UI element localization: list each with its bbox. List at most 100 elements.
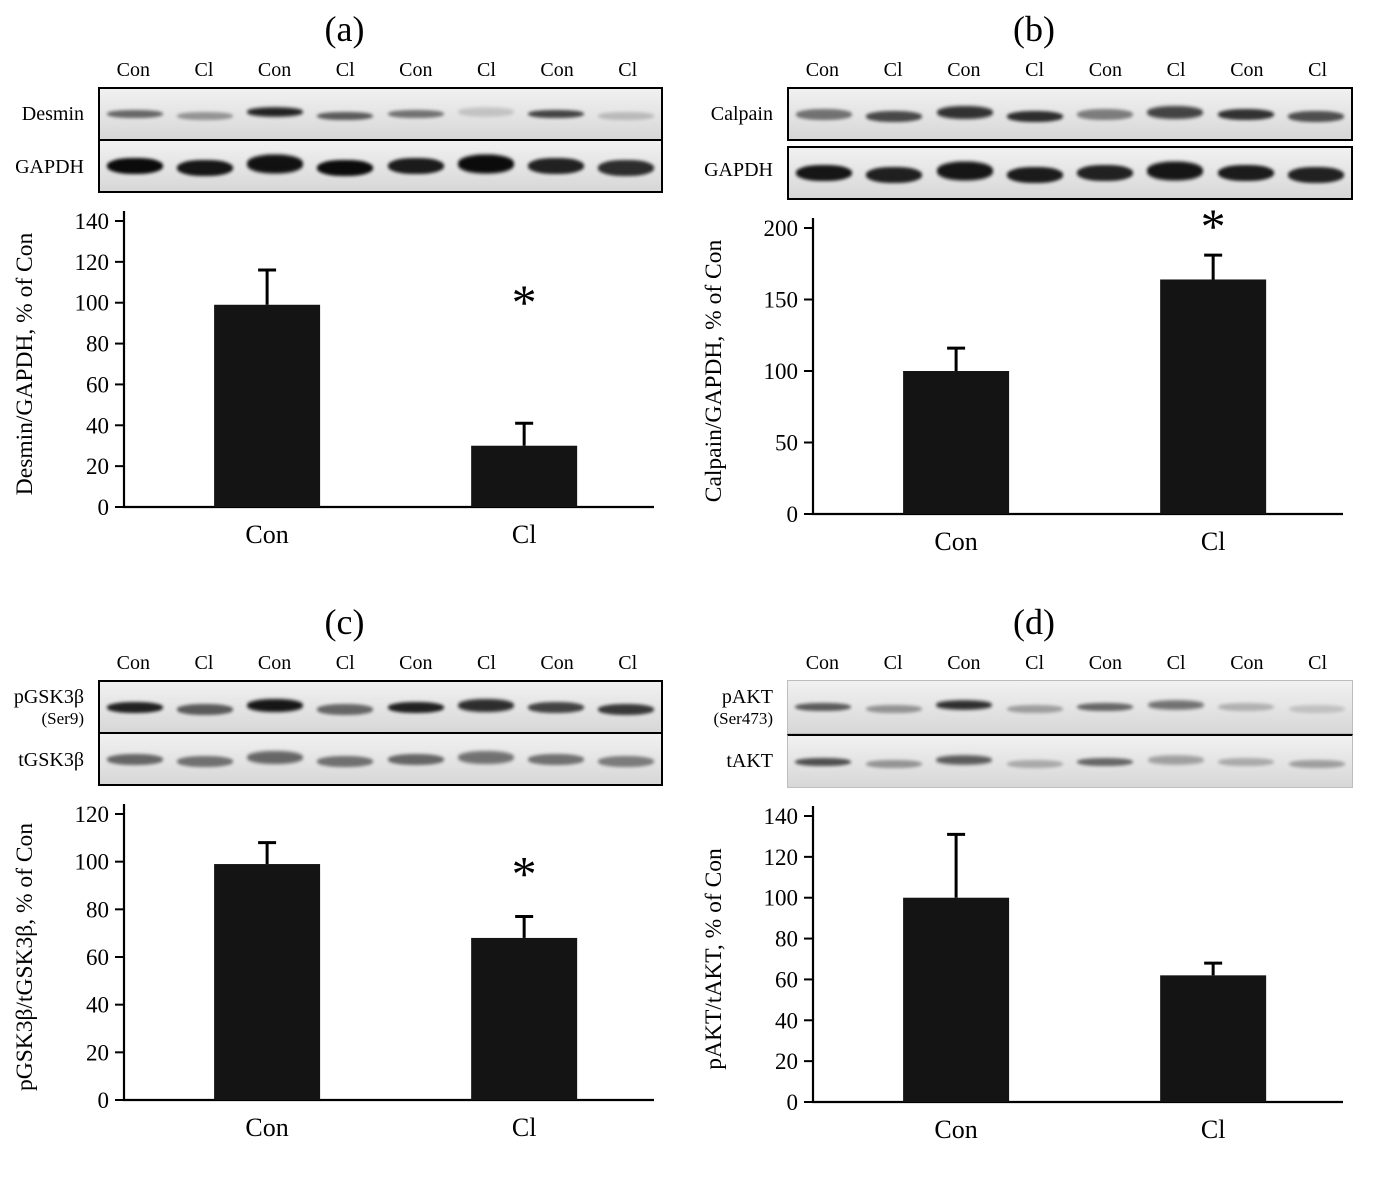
blot-row-label: pAKT (Ser473): [695, 686, 787, 729]
protein-band: [796, 165, 853, 181]
protein-band: [317, 755, 374, 767]
bar-chart: 0 20 40 60 80 100 120 140 Con * Cl Desmin/GAPDH, % …: [12, 209, 654, 549]
blot-strip: [98, 87, 663, 141]
lane-label: Con: [805, 59, 840, 81]
blot-lane: [1211, 89, 1281, 139]
protein-band: [1288, 705, 1345, 713]
lane-label: Con: [1230, 59, 1264, 81]
lane-labels: Con Cl Con Cl Con Cl Con Cl: [787, 647, 1353, 680]
blot-lane: [1140, 89, 1210, 139]
bar-con: [214, 304, 321, 507]
blot-lane: [451, 682, 521, 732]
blot-lane: [789, 148, 859, 198]
y-tick-label: 20: [86, 1040, 109, 1065]
blot-lane: [170, 141, 240, 191]
blot-strip: [787, 146, 1353, 200]
y-axis-label: pAKT/tAKT, % of Con: [701, 848, 727, 1070]
y-tick-label: 40: [86, 993, 109, 1018]
category-label: Con: [245, 520, 288, 549]
y-tick-label: 100: [75, 291, 110, 316]
blot-lane: [1281, 148, 1351, 198]
y-tick-label: 200: [764, 216, 799, 241]
blot-lane: [451, 89, 521, 139]
blot-row-sublabel-text: (Ser9): [41, 708, 84, 728]
protein-band: [866, 110, 923, 122]
y-tick-label: 0: [787, 502, 799, 527]
lane-label: Con: [947, 59, 981, 81]
blot-row-label: pGSK3β (Ser9): [6, 686, 98, 729]
protein-band: [247, 750, 304, 764]
blot-row-label-text: GAPDH: [15, 155, 84, 178]
blot-lane: [1000, 681, 1071, 733]
protein-band: [597, 755, 654, 767]
y-axis-label: Calpain/GAPDH, % of Con: [701, 240, 727, 503]
lane-label: Con: [257, 59, 292, 81]
lane-label: Con: [947, 652, 981, 674]
protein-band: [107, 753, 164, 765]
blot-lane: [451, 141, 521, 191]
blot-lane: [1070, 681, 1141, 733]
y-tick-label: 0: [98, 495, 110, 520]
category-label: Con: [934, 527, 977, 556]
blot-lane: [1070, 148, 1140, 198]
blot-block: Con Cl Con Cl Con Cl Con Cl pGSK3β (Ser9) tGSK3β: [6, 647, 663, 786]
protein-band: [1006, 110, 1063, 122]
panel-d: (d) Con Cl Con Cl Con Cl Con Cl pAKT (Ser473) tAK…: [689, 593, 1379, 1186]
lane-label: Con: [540, 652, 574, 674]
protein-band: [796, 108, 853, 120]
blot-lane: [240, 682, 310, 732]
protein-band: [1077, 703, 1134, 711]
lane-label: Cl: [1025, 652, 1045, 674]
blot-block: Con Cl Con Cl Con Cl Con Cl pAKT (Ser473) tAKT: [695, 647, 1353, 788]
blot-rows: Calpain GAPDH: [695, 87, 1353, 200]
y-tick-label: 40: [775, 1008, 798, 1033]
blot-lane: [240, 89, 310, 139]
lane-label: Cl: [618, 652, 638, 674]
y-tick-label: 150: [764, 288, 799, 313]
protein-band: [247, 698, 304, 712]
protein-band: [387, 701, 444, 713]
blot-row-label: Calpain: [695, 103, 787, 126]
blot-lane: [789, 89, 859, 139]
blot-lane: [1282, 681, 1353, 733]
y-tick-label: 20: [86, 454, 109, 479]
protein-band: [1077, 165, 1134, 181]
blot-row-label: Desmin: [6, 103, 98, 126]
blot-row-label: tAKT: [695, 750, 787, 773]
lane-labels: Con Cl Con Cl Con Cl Con Cl: [787, 54, 1353, 87]
bar-con: [214, 864, 321, 1100]
blot-strip: [787, 734, 1353, 788]
protein-band: [1077, 108, 1134, 120]
blot-lane: [859, 681, 930, 733]
blot-row-label: tGSK3β: [6, 749, 98, 772]
panel-a: (a) Con Cl Con Cl Con Cl Con Cl Desmin GAPDH 0 20…: [0, 0, 689, 593]
protein-band: [177, 703, 234, 715]
blot-lane: [310, 141, 380, 191]
blot-lane: [521, 141, 591, 191]
bar-cl: [1160, 975, 1267, 1102]
bar-cl: [471, 937, 578, 1100]
protein-band: [527, 753, 584, 765]
blot-row-label-text: pGSK3β: [13, 685, 84, 708]
blot-lane: [381, 89, 451, 139]
blot-row: GAPDH: [6, 139, 663, 193]
blot-lane: [240, 141, 310, 191]
y-axis-label: Desmin/GAPDH, % of Con: [12, 233, 38, 496]
protein-band: [107, 158, 164, 174]
y-tick-label: 0: [787, 1090, 799, 1115]
y-tick-label: 80: [775, 927, 798, 952]
protein-band: [865, 705, 922, 713]
protein-band: [457, 750, 514, 764]
blot-lane: [310, 89, 380, 139]
blot-lane: [1211, 681, 1282, 733]
protein-band: [247, 154, 304, 174]
protein-band: [387, 158, 444, 174]
blot-row-label-text: tAKT: [726, 749, 773, 772]
protein-band: [1147, 700, 1204, 710]
blot-lane: [1070, 89, 1140, 139]
protein-band: [597, 703, 654, 715]
y-tick-label: 120: [75, 250, 110, 275]
blot-lane: [310, 682, 380, 732]
blot-lane: [100, 734, 170, 784]
blot-lane: [591, 682, 661, 732]
